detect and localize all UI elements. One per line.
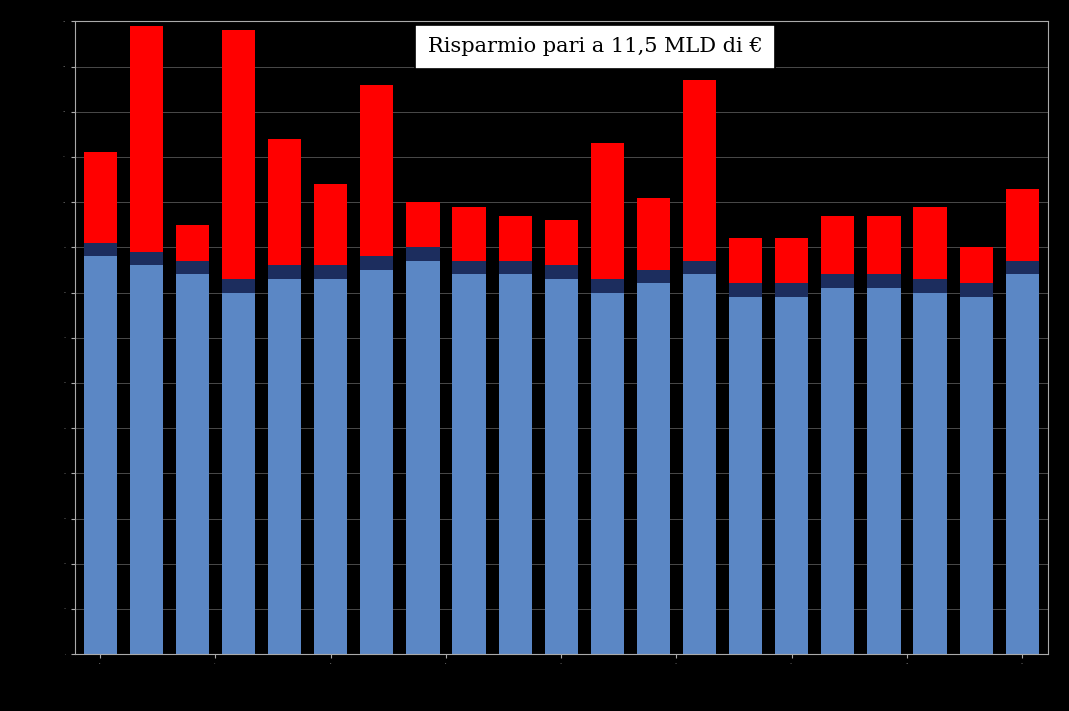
- Bar: [314, 265, 347, 279]
- Bar: [406, 261, 439, 654]
- Bar: [360, 257, 393, 270]
- Bar: [775, 238, 808, 284]
- Bar: [222, 279, 255, 292]
- Bar: [544, 265, 578, 279]
- Bar: [913, 279, 947, 292]
- Bar: [821, 288, 854, 654]
- Bar: [591, 279, 624, 292]
- Bar: [683, 261, 716, 274]
- Bar: [1006, 261, 1039, 274]
- Bar: [913, 207, 947, 279]
- Bar: [960, 284, 993, 297]
- Bar: [406, 202, 439, 247]
- Bar: [729, 297, 762, 654]
- Text: Risparmio pari a 11,5 MLD di €: Risparmio pari a 11,5 MLD di €: [428, 37, 762, 56]
- Bar: [360, 270, 393, 654]
- Bar: [129, 252, 162, 265]
- Bar: [913, 292, 947, 654]
- Bar: [268, 279, 301, 654]
- Bar: [637, 198, 670, 270]
- Bar: [268, 265, 301, 279]
- Bar: [83, 152, 117, 243]
- Bar: [452, 207, 485, 261]
- Bar: [129, 265, 162, 654]
- Bar: [498, 274, 531, 654]
- Bar: [960, 297, 993, 654]
- Bar: [360, 85, 393, 257]
- Bar: [129, 26, 162, 252]
- Bar: [406, 247, 439, 261]
- Bar: [452, 274, 485, 654]
- Bar: [544, 220, 578, 265]
- Bar: [729, 238, 762, 284]
- Bar: [175, 225, 210, 261]
- Bar: [452, 261, 485, 274]
- Bar: [1006, 188, 1039, 261]
- Bar: [591, 292, 624, 654]
- Bar: [867, 288, 900, 654]
- Bar: [683, 80, 716, 261]
- Bar: [775, 284, 808, 297]
- Bar: [498, 261, 531, 274]
- Bar: [729, 284, 762, 297]
- Bar: [960, 247, 993, 284]
- Bar: [637, 284, 670, 654]
- Bar: [175, 274, 210, 654]
- Bar: [314, 279, 347, 654]
- Bar: [175, 261, 210, 274]
- Bar: [314, 184, 347, 265]
- Bar: [821, 274, 854, 288]
- Bar: [268, 139, 301, 265]
- Bar: [222, 31, 255, 279]
- Bar: [775, 297, 808, 654]
- Bar: [544, 279, 578, 654]
- Bar: [821, 215, 854, 274]
- Bar: [498, 215, 531, 261]
- Bar: [867, 215, 900, 274]
- Bar: [683, 274, 716, 654]
- Bar: [867, 274, 900, 288]
- Bar: [591, 144, 624, 279]
- Bar: [1006, 274, 1039, 654]
- Bar: [83, 257, 117, 654]
- Bar: [637, 270, 670, 284]
- Bar: [83, 242, 117, 257]
- Bar: [222, 292, 255, 654]
